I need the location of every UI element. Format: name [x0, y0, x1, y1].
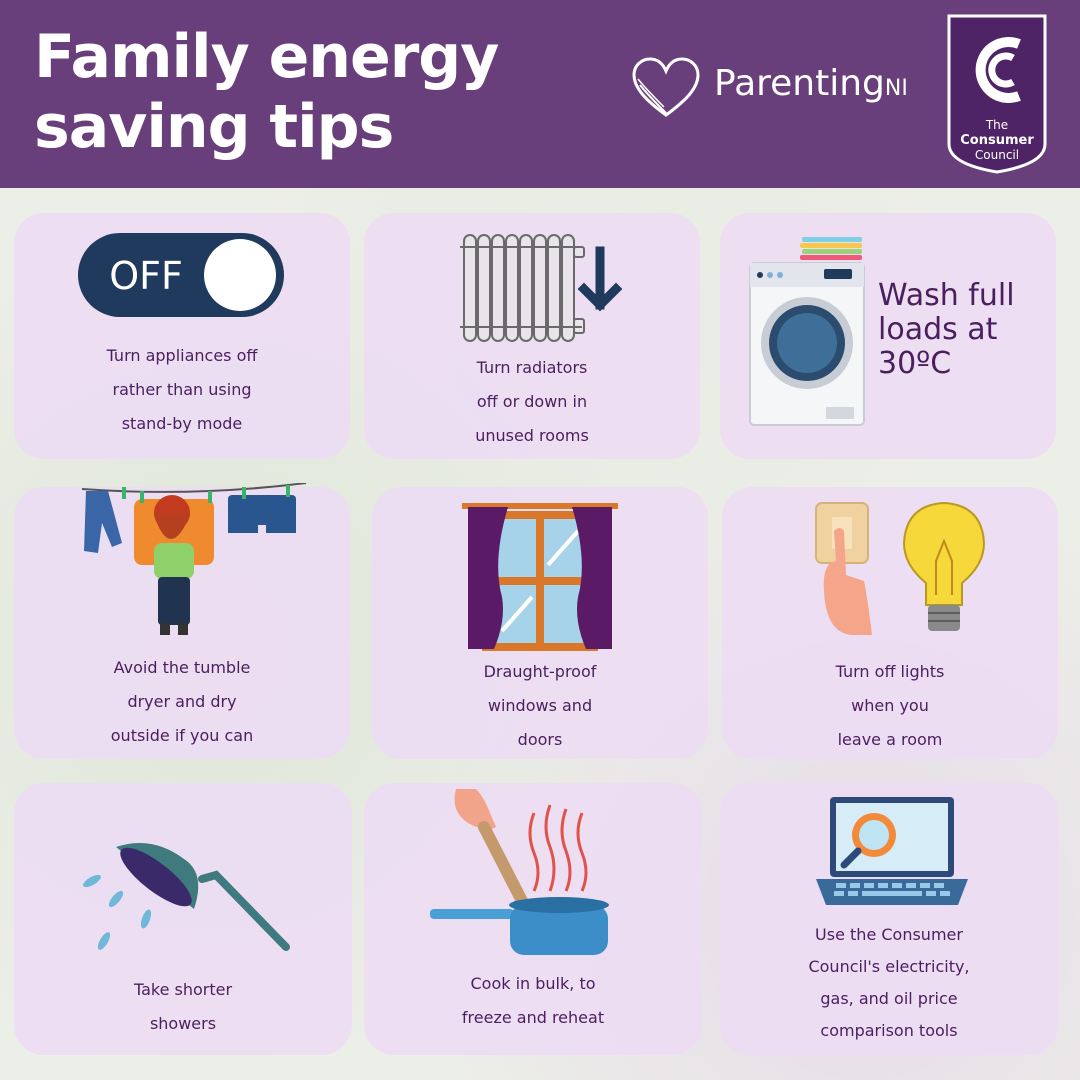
consumer-council-line-2: Consumer: [960, 133, 1034, 148]
tip-line: comparison tools: [820, 1021, 958, 1040]
tip-line: Turn off lights: [835, 662, 945, 681]
tip-line: 30ºC: [878, 346, 952, 381]
tip-text-comparison: Use the Consumer Council's electricity, …: [720, 919, 1058, 1047]
tip-text-appliances: Turn appliances off rather than using st…: [14, 339, 350, 441]
tip-line: when you: [851, 696, 929, 715]
tip-text-drying: Avoid the tumble dryer and dry outside i…: [14, 651, 350, 753]
tip-line: Take shorter: [133, 980, 233, 999]
window-icon: [462, 503, 618, 651]
tip-card-radiators: Turn radiators off or down in unused roo…: [364, 213, 700, 459]
tip-line: dryer and dry: [127, 692, 237, 711]
parenting-ni-name: Parenting: [714, 63, 885, 104]
tip-line: gas, and oil price: [820, 989, 958, 1008]
tip-line: Turn radiators: [476, 358, 588, 377]
tip-line: windows and: [487, 696, 593, 715]
tip-line: Avoid the tumble: [113, 658, 251, 677]
tip-card-appliances: OFF Turn appliances off rather than usin…: [14, 213, 350, 459]
tip-line: Cook in bulk, to: [470, 974, 596, 993]
laptop-search-icon: [816, 797, 968, 905]
tip-card-showers: Take shorter showers: [14, 783, 352, 1055]
tip-card-drying: Avoid the tumble dryer and dry outside i…: [14, 483, 350, 759]
off-toggle-icon: OFF: [78, 233, 284, 317]
light-bulb-icon: [815, 501, 986, 635]
page-title-line-2: saving tips: [34, 92, 394, 162]
tip-card-lights: Turn off lights when you leave a room: [722, 487, 1058, 759]
clothesline-icon: [81, 483, 307, 635]
shower-icon: [83, 843, 290, 951]
tip-card-cooking: Cook in bulk, to freeze and reheat: [364, 783, 702, 1055]
tip-line: stand-by mode: [121, 414, 243, 433]
tip-line: Wash full: [878, 278, 1015, 313]
tip-line: outside if you can: [110, 726, 254, 745]
tip-line: unused rooms: [475, 426, 589, 445]
tip-line: rather than using: [112, 380, 252, 399]
header-banner: Family energy saving tips ParentingNI Th…: [0, 0, 1080, 188]
tip-card-washing: Wash full loads at 30ºC: [720, 213, 1056, 459]
tip-line: doors: [517, 730, 563, 749]
consumer-council-wordmark: The Consumer Council: [947, 118, 1047, 163]
tip-line: freeze and reheat: [461, 1008, 605, 1027]
tip-line: leave a room: [837, 730, 943, 749]
consumer-council-line-1: The: [985, 118, 1009, 132]
tip-line: Council's electricity,: [808, 957, 970, 976]
tip-text-showers: Take shorter showers: [14, 973, 352, 1041]
tip-card-draught: Draught-proof windows and doors: [372, 487, 708, 759]
heart-icon: [632, 57, 700, 117]
tip-text-draught: Draught-proof windows and doors: [372, 655, 708, 757]
consumer-council-logo: The Consumer Council: [947, 14, 1047, 174]
tip-line: Use the Consumer: [815, 925, 963, 944]
tip-line: loads at: [878, 312, 998, 347]
tip-card-comparison: Use the Consumer Council's electricity, …: [720, 783, 1058, 1055]
washing-machine-icon: [749, 237, 865, 426]
cooking-pot-icon: [430, 789, 609, 955]
tip-text-radiators: Turn radiators off or down in unused roo…: [364, 351, 700, 453]
off-toggle-label: OFF: [109, 254, 183, 298]
tip-text-cooking: Cook in bulk, to freeze and reheat: [364, 967, 702, 1035]
parenting-ni-wordmark: ParentingNI: [714, 63, 908, 104]
consumer-council-shield-icon: [947, 14, 1047, 174]
consumer-council-line-3: Council: [974, 148, 1020, 162]
radiator-icon: [460, 234, 623, 342]
tip-line: Draught-proof: [483, 662, 597, 681]
tip-text-lights: Turn off lights when you leave a room: [722, 655, 1058, 757]
tip-line: Turn appliances off: [106, 346, 258, 365]
page-title: Family energy saving tips: [34, 22, 499, 162]
tip-text-washing: Wash full loads at 30ºC: [878, 279, 1015, 381]
page-title-line-1: Family energy: [34, 22, 499, 92]
tip-line: showers: [149, 1014, 217, 1033]
tip-line: off or down in: [476, 392, 588, 411]
parenting-ni-suffix: NI: [884, 76, 908, 101]
